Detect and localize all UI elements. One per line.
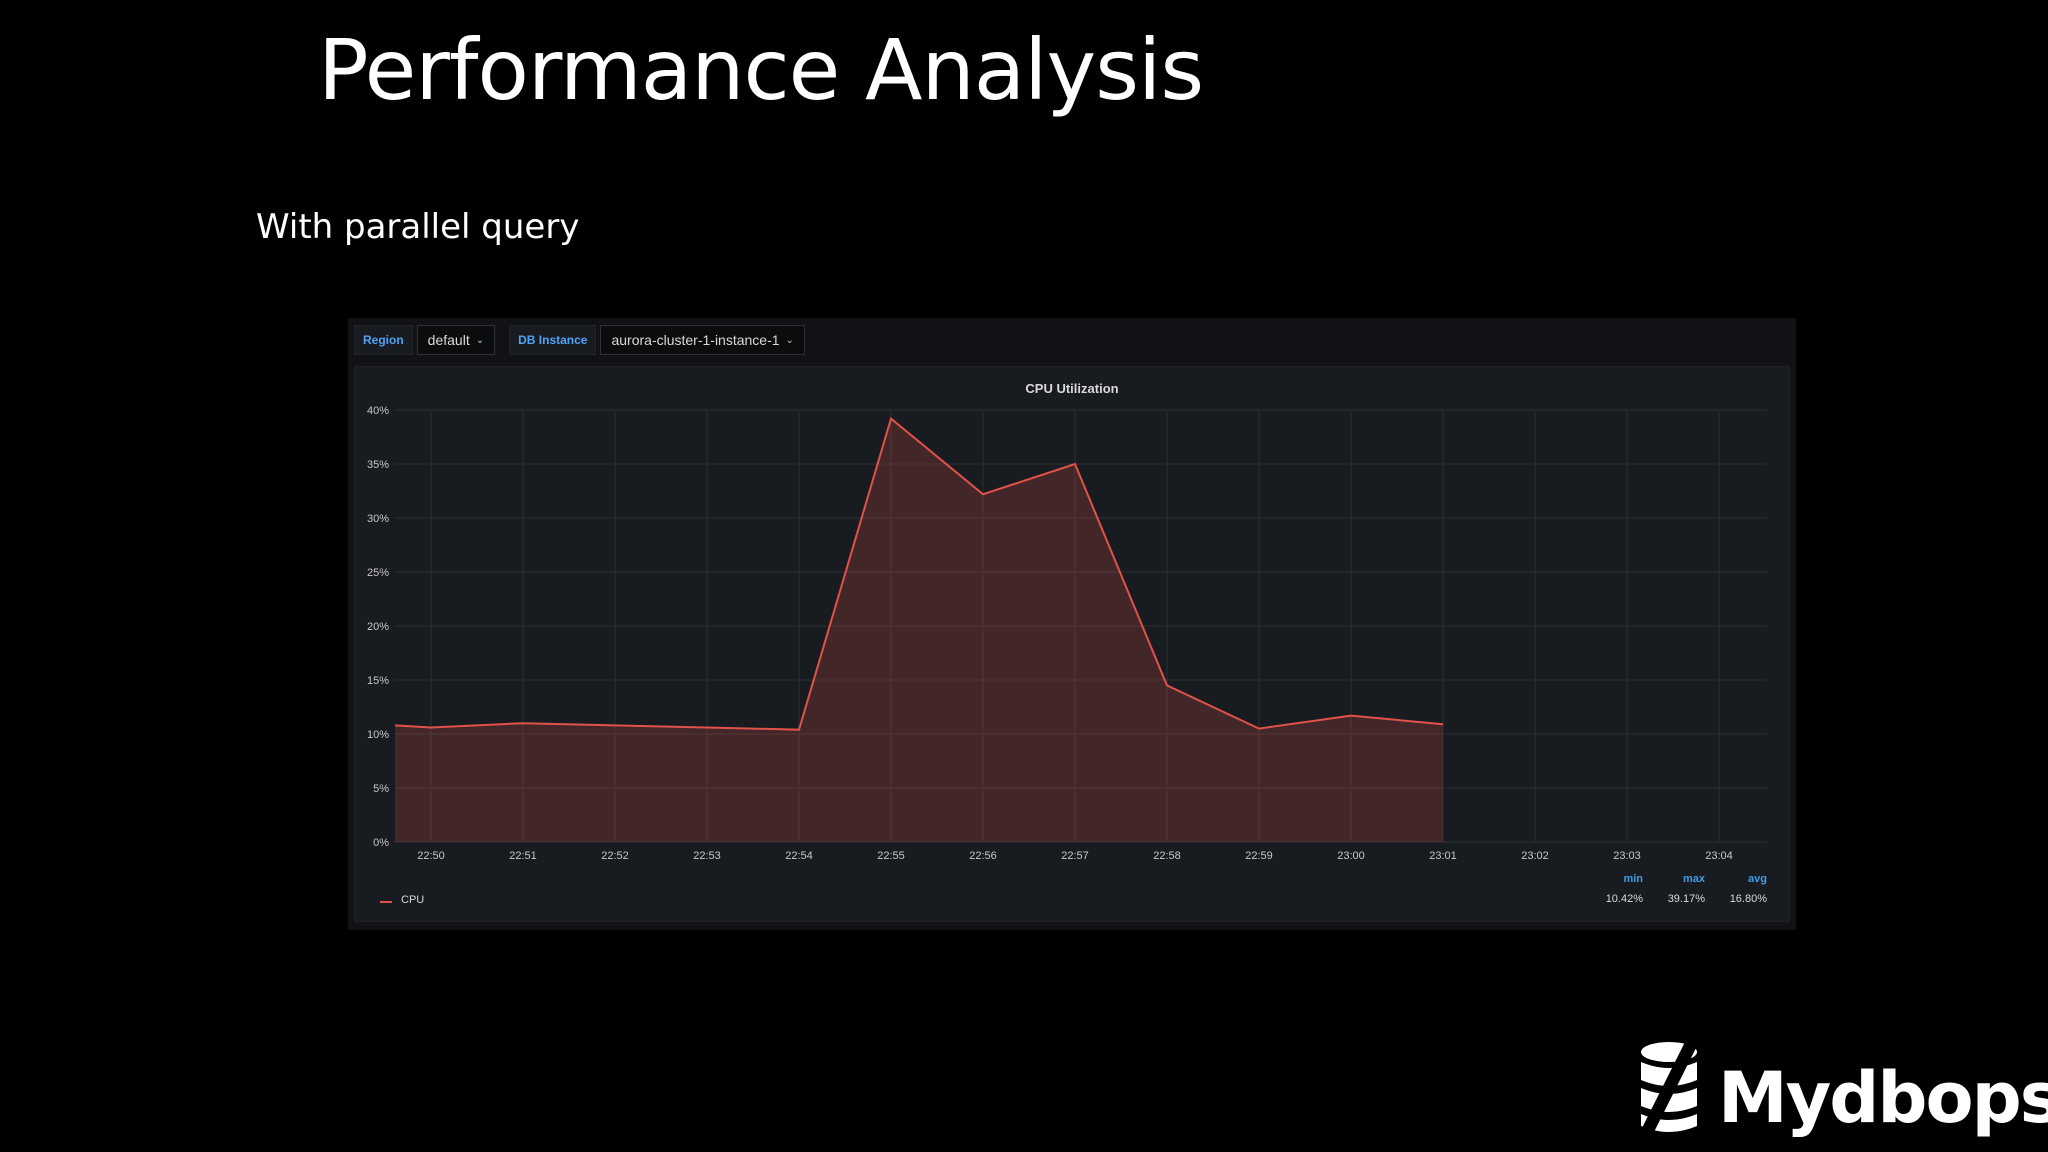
x-tick-label: 23:01: [1429, 850, 1457, 862]
y-tick-label: 25%: [367, 567, 389, 579]
legend-stat-min: min 10.42%: [1573, 873, 1643, 905]
y-tick-label: 35%: [367, 459, 389, 471]
stat-header[interactable]: avg: [1748, 873, 1767, 885]
db-instance-variable-label: DB Instance: [509, 325, 597, 355]
legend: CPU min 10.42% max 39.17% avg 16.80%: [371, 873, 1767, 911]
y-tick-label: 20%: [367, 621, 389, 633]
x-tick-label: 22:59: [1245, 850, 1273, 862]
x-tick-label: 22:55: [877, 850, 905, 862]
slide-title: Performance Analysis: [318, 21, 1204, 119]
legend-swatch: [380, 901, 392, 903]
stat-value: 10.42%: [1605, 893, 1643, 905]
variable-bar: Region default ⌄ DB Instance aurora-clus…: [354, 324, 805, 356]
legend-stat-max: max 39.17%: [1635, 873, 1705, 905]
x-tick-label: 23:04: [1705, 850, 1733, 862]
panel-title[interactable]: CPU Utilization: [1025, 381, 1119, 396]
x-tick-label: 23:03: [1613, 850, 1641, 862]
stat-value: 16.80%: [1729, 893, 1767, 905]
y-tick-label: 30%: [367, 513, 389, 525]
x-tick-label: 22:56: [969, 850, 997, 862]
x-tick-label: 23:00: [1337, 850, 1365, 862]
cpu-chart[interactable]: 0% 5% 10% 15% 20% 25% 30% 35% 40% 22:50 22:51 22:52…: [355, 367, 1791, 887]
stat-value: 39.17%: [1667, 893, 1705, 905]
y-tick-label: 40%: [367, 405, 389, 417]
chevron-down-icon: ⌄: [785, 334, 794, 346]
cpu-utilization-panel[interactable]: CPU Utilization 0% 5% 10% 15% 20% 25% 30% 35% 40…: [354, 366, 1790, 922]
grafana-dashboard: Region default ⌄ DB Instance aurora-clus…: [348, 318, 1796, 930]
stat-header[interactable]: max: [1682, 873, 1705, 885]
x-tick-label: 22:51: [509, 850, 537, 862]
legend-stat-avg: avg 16.80%: [1697, 873, 1767, 905]
mydbops-logo-icon: [1640, 1040, 1698, 1136]
mydbops-logo: Mydbops: [1636, 1040, 2048, 1140]
brand-name: Mydbops: [1718, 1057, 2048, 1139]
y-tick-label: 15%: [367, 675, 389, 687]
x-tick-label: 22:50: [417, 850, 445, 862]
x-tick-label: 22:52: [601, 850, 629, 862]
db-instance-select[interactable]: aurora-cluster-1-instance-1 ⌄: [600, 325, 805, 355]
x-tick-label: 22:58: [1153, 850, 1181, 862]
db-instance-select-value: aurora-cluster-1-instance-1: [611, 332, 780, 348]
legend-series-name[interactable]: CPU: [401, 894, 425, 906]
stat-header[interactable]: min: [1623, 873, 1643, 885]
x-tick-label: 22:54: [785, 850, 813, 862]
x-tick-label: 22:57: [1061, 850, 1089, 862]
y-tick-label: 5%: [373, 783, 389, 795]
chevron-down-icon: ⌄: [475, 334, 485, 346]
y-tick-label: 0%: [373, 837, 389, 849]
x-tick-label: 22:53: [693, 850, 721, 862]
y-tick-label: 10%: [367, 729, 389, 741]
region-select[interactable]: default ⌄: [416, 325, 496, 355]
region-variable-label: Region: [354, 325, 413, 355]
x-tick-label: 23:02: [1521, 850, 1549, 862]
series-area: [395, 418, 1443, 842]
region-select-value: default: [427, 332, 470, 348]
slide-subtitle: With parallel query: [256, 207, 580, 247]
